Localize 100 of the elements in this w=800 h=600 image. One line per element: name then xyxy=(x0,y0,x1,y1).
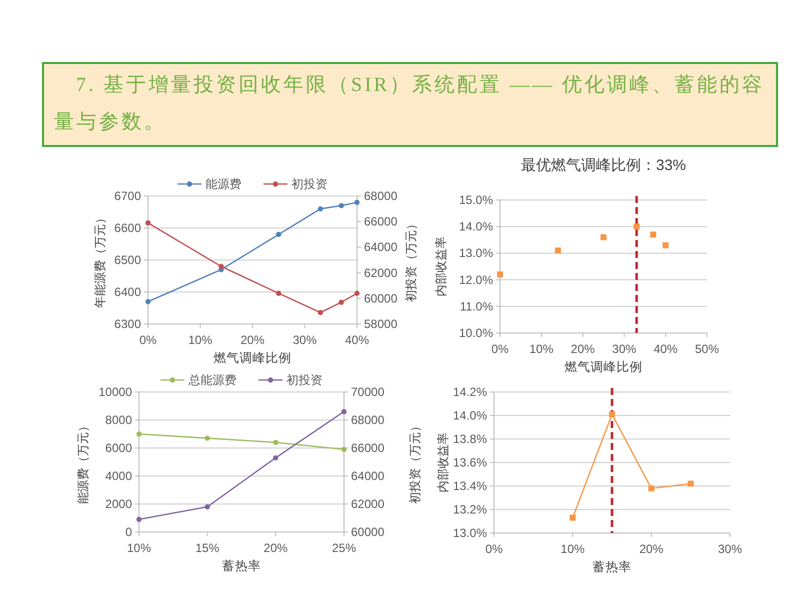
x-tick-label: 40% xyxy=(344,333,370,347)
point xyxy=(354,290,360,296)
legend-label: 能源费 xyxy=(206,177,242,191)
point xyxy=(554,248,561,254)
y-tick-label: 13.8% xyxy=(452,432,488,446)
y-tick-label: 13.6% xyxy=(452,456,488,470)
y-tick-label: 6600 xyxy=(114,221,142,235)
point xyxy=(204,504,210,510)
y-tick-label: 0 xyxy=(125,525,132,539)
y-axis-title: 内部收益率 xyxy=(436,432,450,492)
x-tick-label: 30% xyxy=(292,333,318,347)
point xyxy=(318,310,324,316)
x-tick-label: 20% xyxy=(264,541,288,555)
x-tick-label: 10% xyxy=(126,541,152,555)
x-tick-label: 15% xyxy=(195,541,220,555)
point xyxy=(497,271,503,278)
x-axis-title: 燃气调峰比例 xyxy=(214,351,292,365)
point xyxy=(634,224,640,230)
x-axis-title: 燃气调峰比例 xyxy=(564,360,642,374)
y-tick-label: 14.0% xyxy=(458,220,494,234)
point xyxy=(609,411,615,418)
y-tick-label: 2000 xyxy=(105,497,132,511)
x-axis-title: 蓄热率 xyxy=(222,558,261,573)
chart-title: 最优燃气调峰比例：33% xyxy=(520,157,686,174)
y-tick-label: 6400 xyxy=(114,285,142,299)
y-tick-label: 10.0% xyxy=(458,326,494,340)
point xyxy=(688,480,694,487)
y-axis-title: 内部收益率 xyxy=(434,236,448,296)
point xyxy=(338,203,344,208)
x-tick-label: 40% xyxy=(654,342,678,356)
point xyxy=(145,220,151,226)
x-tick-label: 0% xyxy=(139,333,157,347)
y-tick-label: 10000 xyxy=(98,385,132,399)
x-tick-label: 10% xyxy=(529,342,554,356)
point xyxy=(273,440,278,445)
y-axis-title: 年能源费（万元） xyxy=(93,212,107,308)
point xyxy=(341,409,347,414)
y-tick-label: 15.0% xyxy=(458,193,494,207)
x-tick-label: 20% xyxy=(570,342,596,356)
x-axis-title: 蓄热率 xyxy=(592,559,632,574)
point xyxy=(662,242,669,248)
point xyxy=(136,431,142,437)
y-tick-label: 13.0% xyxy=(452,526,488,540)
y-axis-title: 能源费（万元） xyxy=(76,420,90,504)
y-tick-label: 13.2% xyxy=(452,502,488,516)
point xyxy=(318,206,324,212)
x-tick-label: 20% xyxy=(240,333,265,347)
text: 7. 基于增量投资回收年限（SIR）系统配置 —— 优化调峰、蓄能的容量与参数。 xyxy=(42,62,778,147)
x-tick-label: 10% xyxy=(188,333,213,347)
y2-axis-title: 初投资（万元） xyxy=(408,420,422,504)
y2-tick-label: 66000 xyxy=(351,441,385,455)
x-tick-label: 25% xyxy=(332,541,356,555)
y2-tick-label: 60000 xyxy=(351,525,385,539)
x-tick-label: 0% xyxy=(491,342,509,356)
point xyxy=(276,290,282,296)
y-tick-label: 14.0% xyxy=(452,408,488,422)
y2-tick-label: 70000 xyxy=(351,385,385,399)
y2-tick-label: 64000 xyxy=(351,469,385,483)
x-tick-label: 0% xyxy=(485,542,503,556)
y2-axis-title: 初投资（万元） xyxy=(404,218,418,302)
point xyxy=(354,200,360,205)
point xyxy=(650,232,656,238)
point xyxy=(648,485,654,492)
x-tick-label: 30% xyxy=(612,342,637,356)
y-tick-label: 14.2% xyxy=(452,385,488,399)
y-tick-label: 13.4% xyxy=(452,479,488,493)
x-tick-label: 50% xyxy=(694,342,720,356)
legend-label: 总能源费 xyxy=(188,373,236,387)
y-tick-label: 6000 xyxy=(105,441,132,455)
point xyxy=(204,436,210,441)
point xyxy=(218,264,224,269)
y2-tick-label: 60000 xyxy=(364,291,398,306)
point xyxy=(600,234,606,240)
y2-tick-label: 62000 xyxy=(364,266,398,280)
y2-tick-label: 58000 xyxy=(364,317,398,331)
y2-tick-label: 68000 xyxy=(351,413,385,427)
point xyxy=(338,300,344,305)
y-tick-label: 6300 xyxy=(114,317,142,331)
y2-tick-label: 66000 xyxy=(364,214,398,229)
x-tick-label: 10% xyxy=(560,542,585,556)
y-tick-label: 11.0% xyxy=(460,299,494,314)
y-tick-label: 13.0% xyxy=(458,246,494,260)
y2-tick-label: 64000 xyxy=(364,240,398,254)
y-tick-label: 8000 xyxy=(105,413,132,427)
y-tick-label: 12.0% xyxy=(458,272,494,287)
x-tick-label: 30% xyxy=(718,542,742,556)
point xyxy=(136,516,142,522)
y-tick-label: 6500 xyxy=(114,253,142,267)
y2-tick-label: 62000 xyxy=(351,497,385,511)
x-tick-label: 20% xyxy=(639,542,664,556)
y-tick-label: 4000 xyxy=(105,469,132,483)
legend-label: 初投资 xyxy=(286,373,322,387)
point xyxy=(276,232,282,237)
legend-label: 初投资 xyxy=(292,177,328,191)
point xyxy=(145,299,151,304)
point xyxy=(273,455,278,460)
y-tick-label: 6700 xyxy=(114,189,142,203)
y2-tick-label: 68000 xyxy=(364,189,398,203)
point xyxy=(341,446,347,452)
point xyxy=(570,514,576,521)
